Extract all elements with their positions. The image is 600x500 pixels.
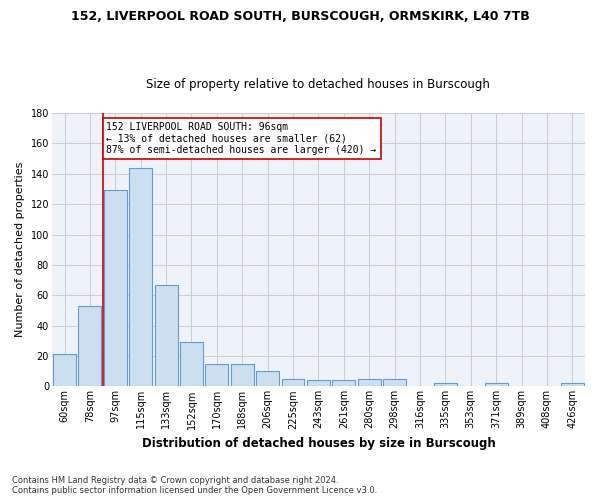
Bar (358, 379, 380, 386)
Bar (205, 364, 228, 386)
Title: Size of property relative to detached houses in Burscough: Size of property relative to detached ho… (146, 78, 490, 91)
Bar (104, 190, 127, 386)
Bar (53, 354, 76, 386)
Bar (256, 371, 279, 386)
Bar (332, 380, 355, 386)
Text: 152, LIVERPOOL ROAD SOUTH, BURSCOUGH, ORMSKIRK, L40 7TB: 152, LIVERPOOL ROAD SOUTH, BURSCOUGH, OR… (71, 10, 529, 23)
Bar (434, 384, 457, 386)
Text: 152 LIVERPOOL ROAD SOUTH: 96sqm
← 13% of detached houses are smaller (62)
87% of: 152 LIVERPOOL ROAD SOUTH: 96sqm ← 13% of… (106, 122, 377, 156)
Bar (485, 384, 508, 386)
Bar (155, 284, 178, 386)
Bar (281, 379, 304, 386)
Y-axis label: Number of detached properties: Number of detached properties (15, 162, 25, 338)
Bar (129, 168, 152, 386)
Bar (79, 306, 101, 386)
Bar (307, 380, 330, 386)
Bar (231, 364, 254, 386)
Bar (383, 379, 406, 386)
Bar (180, 342, 203, 386)
Bar (561, 384, 584, 386)
X-axis label: Distribution of detached houses by size in Burscough: Distribution of detached houses by size … (142, 437, 495, 450)
Text: Contains HM Land Registry data © Crown copyright and database right 2024.
Contai: Contains HM Land Registry data © Crown c… (12, 476, 377, 495)
